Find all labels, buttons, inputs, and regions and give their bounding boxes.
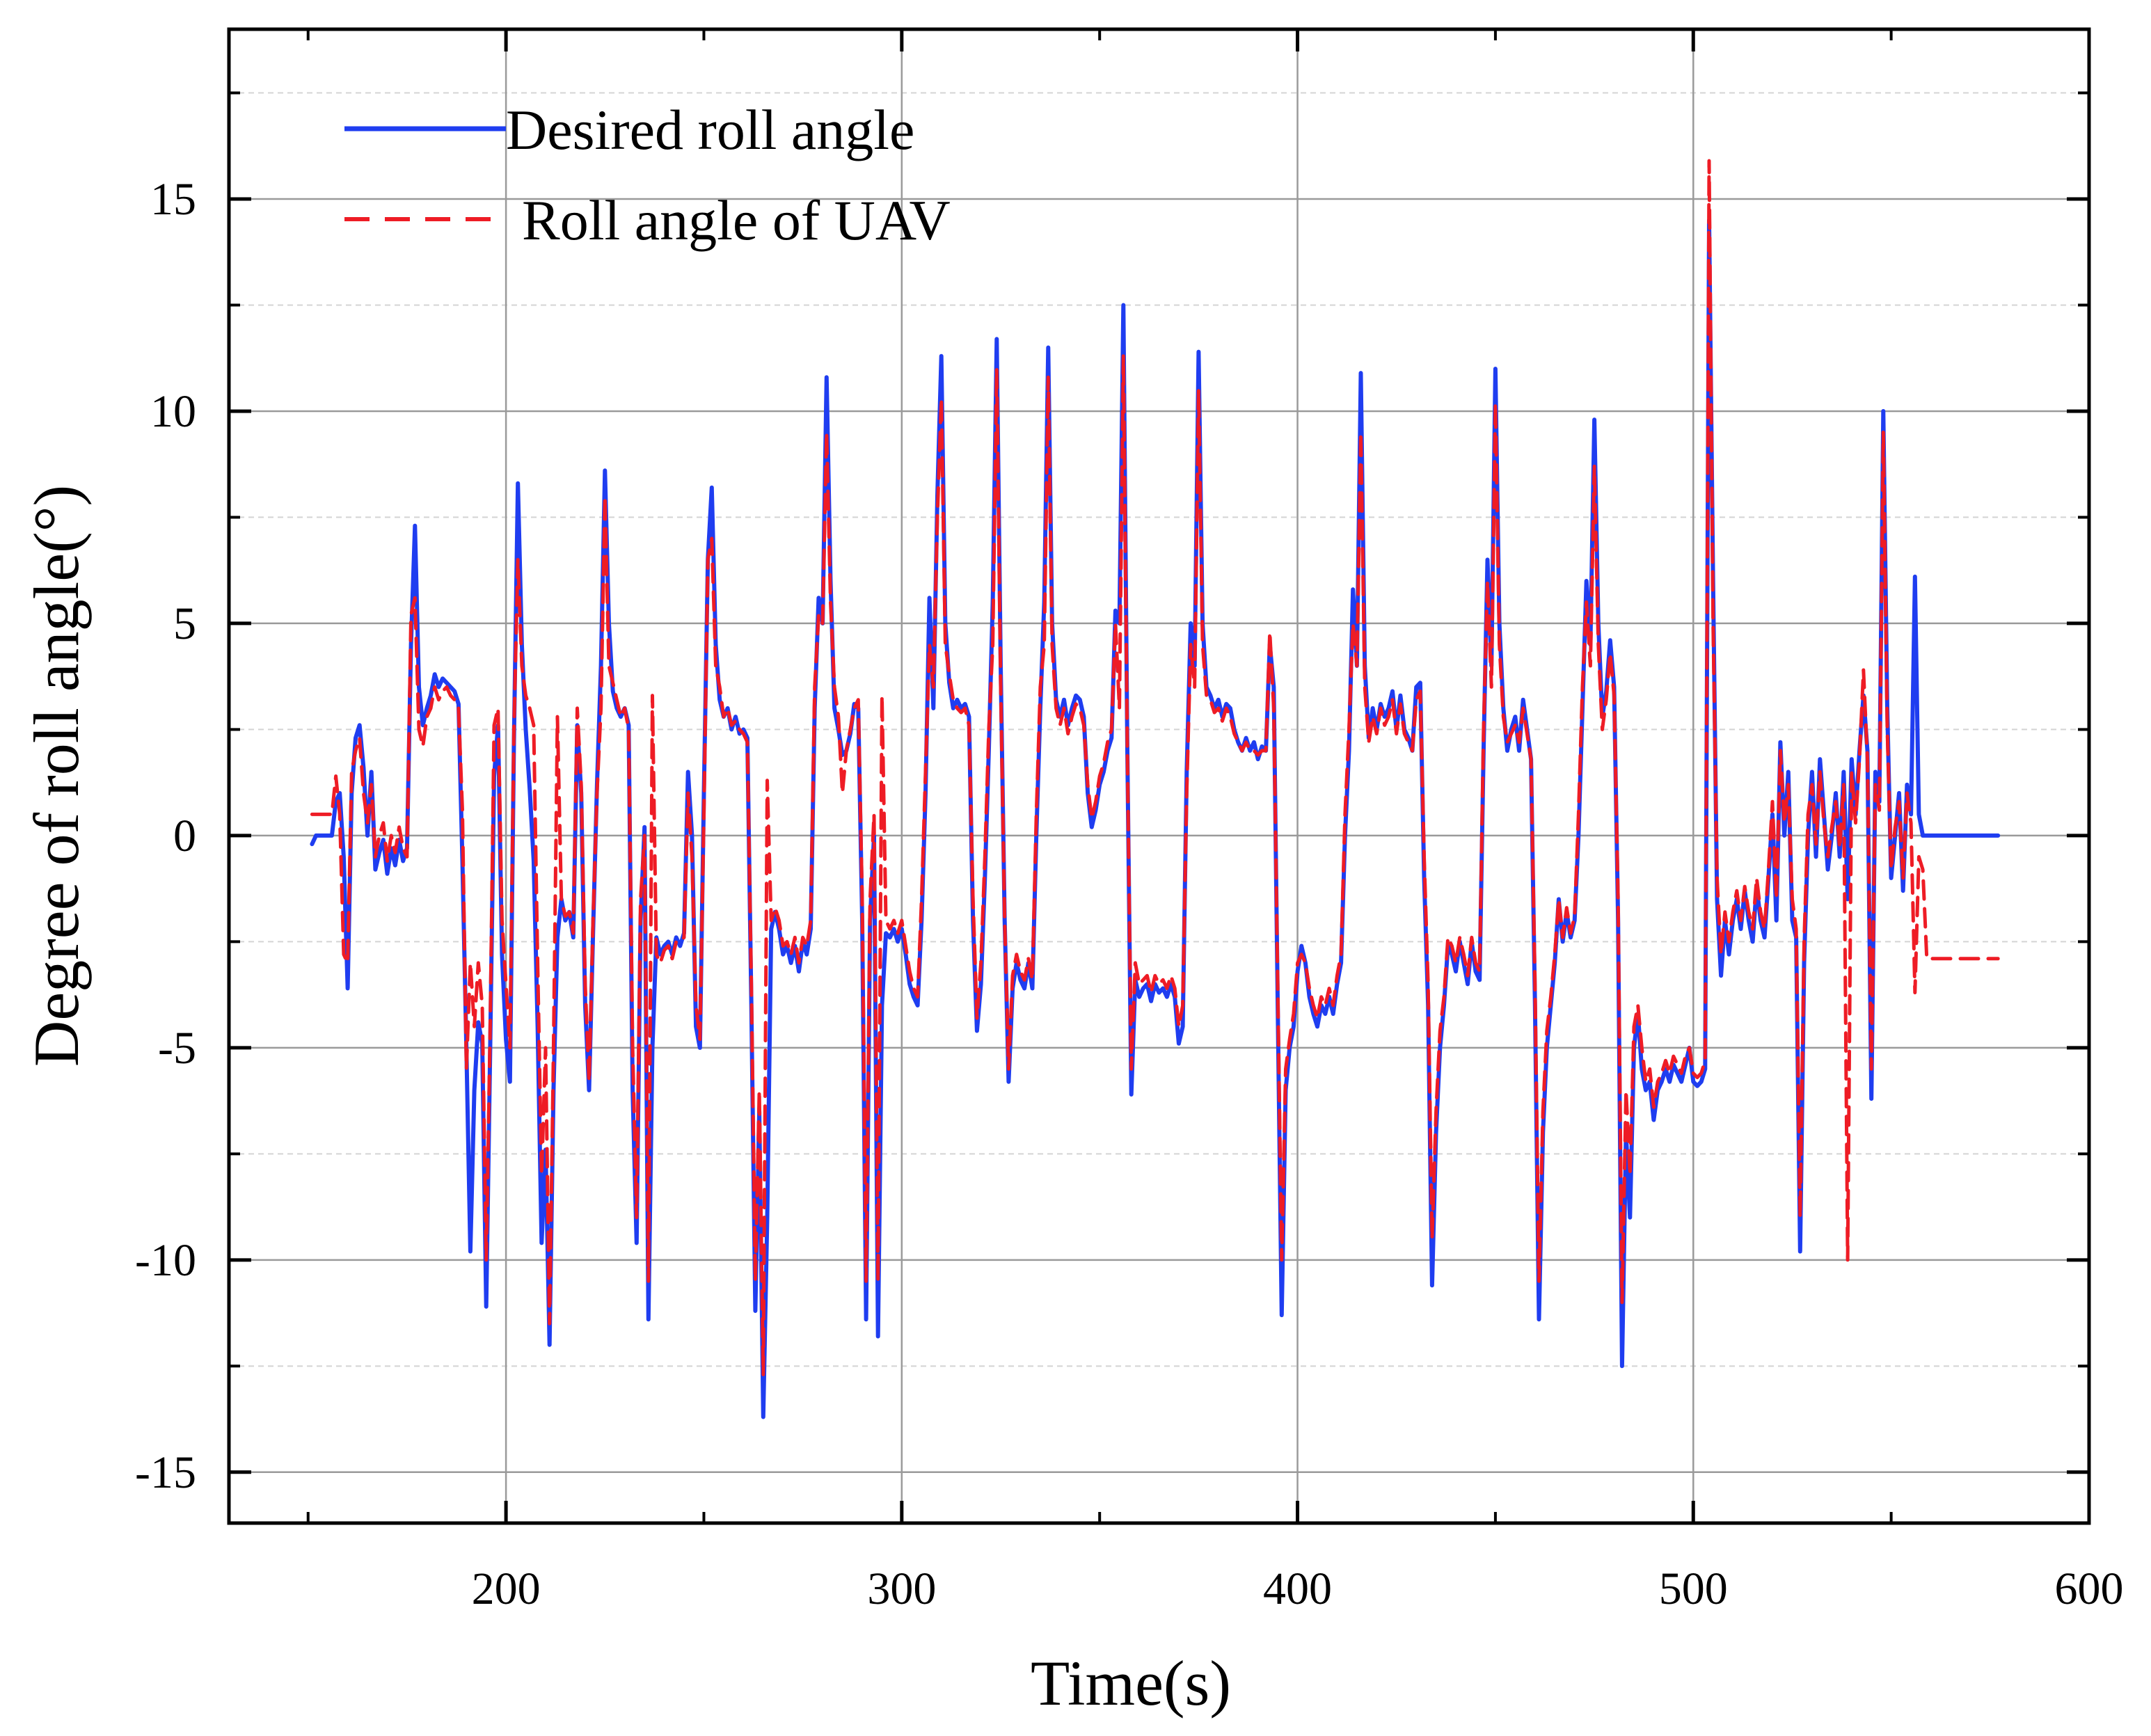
y-tick-label: 5 <box>173 598 196 649</box>
y-axis-title: Degree of roll angle(°) <box>21 485 92 1067</box>
tick-marks <box>229 29 2089 1523</box>
x-tick-labels: 200 300 400 500 600 <box>472 1563 2124 1614</box>
minor-grid <box>229 92 2089 1367</box>
y-tick-label: -10 <box>135 1235 196 1286</box>
x-tick-label: 600 <box>2055 1563 2124 1614</box>
y-tick-label: 10 <box>150 386 196 437</box>
legend-label-desired: Desired roll angle <box>506 98 914 161</box>
legend-label-uav: Roll angle of UAV <box>522 189 951 252</box>
y-tick-label: 0 <box>173 811 196 861</box>
y-tick-label: 15 <box>150 174 196 225</box>
x-tick-label: 400 <box>1263 1563 1332 1614</box>
major-grid <box>229 29 2089 1523</box>
y-tick-label: -15 <box>135 1447 196 1498</box>
x-tick-label: 500 <box>1659 1563 1728 1614</box>
x-tick-label: 200 <box>472 1563 541 1614</box>
series-uav-roll-angle <box>310 159 2000 1376</box>
y-tick-label: -5 <box>158 1023 196 1074</box>
x-tick-label: 300 <box>867 1563 936 1614</box>
y-tick-labels: -15 -10 -5 0 5 10 15 <box>135 174 196 1498</box>
plot-frame <box>227 27 2091 1525</box>
x-axis-title: Time(s) <box>1031 1648 1231 1719</box>
legend: Desired roll angle Roll angle of UAV <box>344 98 951 252</box>
series-layer <box>310 159 2001 1419</box>
